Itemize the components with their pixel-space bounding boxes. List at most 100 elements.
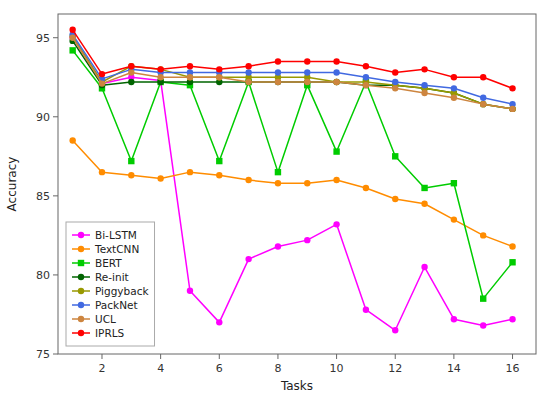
point: [275, 58, 281, 64]
point: [451, 180, 457, 186]
y-tick-label: 95: [36, 32, 50, 45]
point: [392, 79, 398, 85]
x-tick: [101, 354, 102, 359]
point: [304, 79, 310, 85]
point: [392, 69, 398, 75]
point: [99, 169, 105, 175]
point: [333, 79, 339, 85]
y-tick-label: 75: [36, 348, 50, 361]
x-axis-label: Tasks: [280, 379, 313, 393]
y-tick: [53, 116, 58, 117]
point: [245, 177, 251, 183]
x-tick: [219, 354, 220, 359]
point: [245, 63, 251, 69]
legend-label: IPRLS: [95, 327, 125, 339]
plot-data: [69, 27, 515, 334]
point: [480, 295, 486, 301]
point: [157, 66, 163, 72]
point: [275, 180, 281, 186]
series: [69, 31, 515, 107]
point: [187, 74, 193, 80]
point: [275, 79, 281, 85]
series: [69, 35, 515, 113]
x-tick-label: 8: [274, 362, 281, 375]
legend-marker: [78, 302, 84, 308]
point: [509, 106, 515, 112]
point: [187, 288, 193, 294]
point: [128, 158, 134, 164]
point: [216, 158, 222, 164]
legend-item: BERT: [72, 257, 122, 269]
x-tick-label: 10: [330, 362, 344, 375]
point: [99, 80, 105, 86]
point: [392, 196, 398, 202]
point: [392, 327, 398, 333]
legend-label: UCL: [95, 313, 116, 325]
point: [216, 74, 222, 80]
series: [69, 137, 515, 249]
x-tick: [512, 354, 513, 359]
series: [69, 33, 515, 112]
point: [480, 101, 486, 107]
point: [245, 79, 251, 85]
legend-label: TextCNN: [94, 243, 139, 255]
x-tick: [336, 354, 337, 359]
legend-item: Bi-LSTM: [72, 229, 137, 241]
point: [187, 169, 193, 175]
point: [392, 85, 398, 91]
point: [363, 82, 369, 88]
point: [421, 264, 427, 270]
point: [128, 172, 134, 178]
point: [216, 172, 222, 178]
point: [451, 95, 457, 101]
legend-marker: [78, 288, 84, 294]
legend-label: PackNet: [95, 299, 138, 311]
legend-marker: [78, 316, 84, 322]
point: [157, 66, 163, 72]
point: [187, 74, 193, 80]
point: [333, 58, 339, 64]
legend-item: TextCNN: [72, 243, 139, 255]
y-tick-label: 80: [36, 269, 50, 282]
point: [509, 243, 515, 249]
point: [333, 69, 339, 75]
point: [363, 82, 369, 88]
point: [480, 232, 486, 238]
x-tick-label: 2: [98, 362, 105, 375]
y-tick: [53, 354, 58, 355]
point: [392, 153, 398, 159]
point: [245, 79, 251, 85]
y-tick-label: 85: [36, 190, 50, 203]
legend-label: Re-init: [95, 271, 129, 283]
legend-marker: [78, 232, 84, 238]
x-tick-label: 6: [216, 362, 223, 375]
series-line: [73, 30, 513, 89]
y-axis-label: Accuracy: [5, 157, 19, 212]
series-line: [73, 38, 513, 331]
point: [69, 137, 75, 143]
legend-marker: [78, 330, 84, 336]
point: [245, 79, 251, 85]
point: [451, 216, 457, 222]
point: [363, 307, 369, 313]
legend-item: PackNet: [72, 299, 138, 311]
x-tick-label: 14: [447, 362, 461, 375]
point: [245, 256, 251, 262]
x-tick: [277, 354, 278, 359]
point: [275, 169, 281, 175]
point: [304, 180, 310, 186]
point: [509, 316, 515, 322]
point: [128, 79, 134, 85]
point: [509, 85, 515, 91]
y-tick: [53, 37, 58, 38]
x-tick: [395, 354, 396, 359]
point: [421, 90, 427, 96]
y-tick: [53, 195, 58, 196]
point: [187, 63, 193, 69]
point: [275, 243, 281, 249]
legend-item: IPRLS: [72, 327, 125, 339]
point: [333, 148, 339, 154]
point: [275, 69, 281, 75]
point: [216, 319, 222, 325]
x-tick-label: 4: [157, 362, 164, 375]
